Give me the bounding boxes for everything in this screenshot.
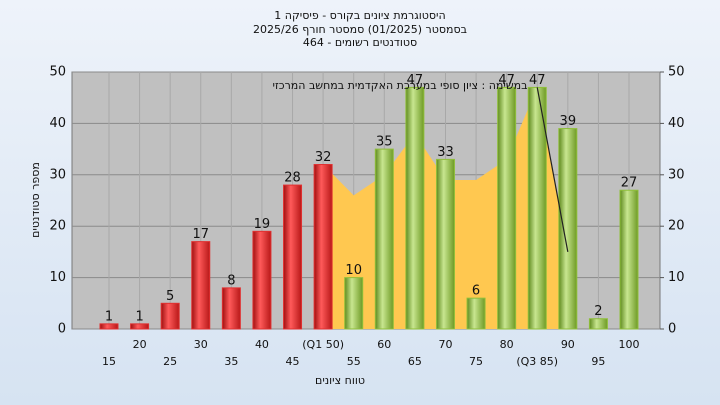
- x-tick-label: 40: [255, 338, 269, 351]
- subtitle: סטודנטים רשומים - 464: [303, 36, 417, 49]
- bar: [221, 287, 241, 330]
- value-label: 2: [594, 304, 602, 319]
- bar: [619, 189, 639, 330]
- x-axis-label: טווח ציונים: [315, 374, 365, 387]
- x-tick-label: 55: [347, 355, 361, 368]
- trend-line: [536, 87, 569, 253]
- annotation: במשימה : ציון סופי במערכת האקדמית במחשב …: [273, 79, 528, 92]
- x-tick-label: 35: [224, 355, 238, 368]
- bar: [344, 277, 364, 330]
- y-tick-label: 40: [49, 116, 66, 131]
- bar: [252, 230, 272, 330]
- value-label: 17: [192, 227, 209, 242]
- y-tick-label: 30: [49, 167, 66, 182]
- y-tick-label: 0: [58, 322, 66, 337]
- value-label: 6: [472, 284, 480, 299]
- y-tick-label: 20: [49, 219, 66, 234]
- value-label: 5: [166, 289, 174, 304]
- x-tick-label: 30: [194, 338, 208, 351]
- y2-tick-label: 0: [668, 322, 676, 337]
- x-tick-label: 90: [561, 338, 575, 351]
- x-tick-label: (Q3 85): [516, 355, 558, 368]
- value-label: 1: [105, 309, 113, 324]
- subtitle: בסמסטר (01/2025) סמסטר חורף 2025/26: [253, 23, 467, 36]
- bar: [466, 297, 486, 330]
- value-label: 47: [529, 73, 546, 88]
- value-label: 39: [560, 114, 577, 129]
- bar: [374, 148, 394, 330]
- y2-tick-label: 40: [668, 116, 685, 131]
- y-axis-label: מספר סטודנטים: [29, 162, 42, 238]
- y2-tick-label: 10: [668, 270, 685, 285]
- x-tick-label: 70: [438, 338, 452, 351]
- y2-tick-label: 30: [668, 167, 685, 182]
- value-label: 47: [498, 73, 515, 88]
- bar: [283, 184, 303, 330]
- value-label: 35: [376, 135, 393, 150]
- x-tick-label: 100: [619, 338, 640, 351]
- x-tick-label: 15: [102, 355, 116, 368]
- x-tick-label: 60: [377, 338, 391, 351]
- bar: [497, 86, 517, 330]
- x-tick-label: 25: [163, 355, 177, 368]
- value-label: 10: [345, 263, 362, 278]
- value-label: 19: [254, 217, 271, 232]
- x-tick-label: 65: [408, 355, 422, 368]
- chart-title: היסטוגרמת ציונים בקורס - פיסיקה 1: [274, 9, 445, 22]
- bar: [160, 302, 180, 330]
- bar: [191, 241, 211, 330]
- bar: [558, 128, 578, 330]
- x-tick-label: 80: [500, 338, 514, 351]
- value-label: 33: [437, 145, 454, 160]
- value-label: 32: [315, 150, 332, 165]
- x-tick-label: 75: [469, 355, 483, 368]
- x-tick-label: 45: [286, 355, 300, 368]
- y2-tick-label: 50: [668, 65, 685, 80]
- bar: [99, 323, 119, 330]
- y2-tick-label: 20: [668, 219, 685, 234]
- marks: [99, 86, 639, 330]
- bar: [313, 164, 333, 330]
- x-tick-label: (Q1 50): [302, 338, 344, 351]
- value-label: 8: [227, 273, 235, 288]
- bar: [130, 323, 150, 330]
- y-tick-label: 10: [49, 270, 66, 285]
- bar: [405, 86, 425, 330]
- x-tick-label: 20: [133, 338, 147, 351]
- value-label: 47: [407, 73, 424, 88]
- value-label: 28: [284, 171, 301, 186]
- x-tick-label: 95: [591, 355, 605, 368]
- bar: [588, 318, 608, 330]
- value-label: 1: [135, 309, 143, 324]
- y-tick-label: 50: [49, 65, 66, 80]
- value-label: 27: [621, 176, 638, 191]
- bar: [435, 158, 455, 330]
